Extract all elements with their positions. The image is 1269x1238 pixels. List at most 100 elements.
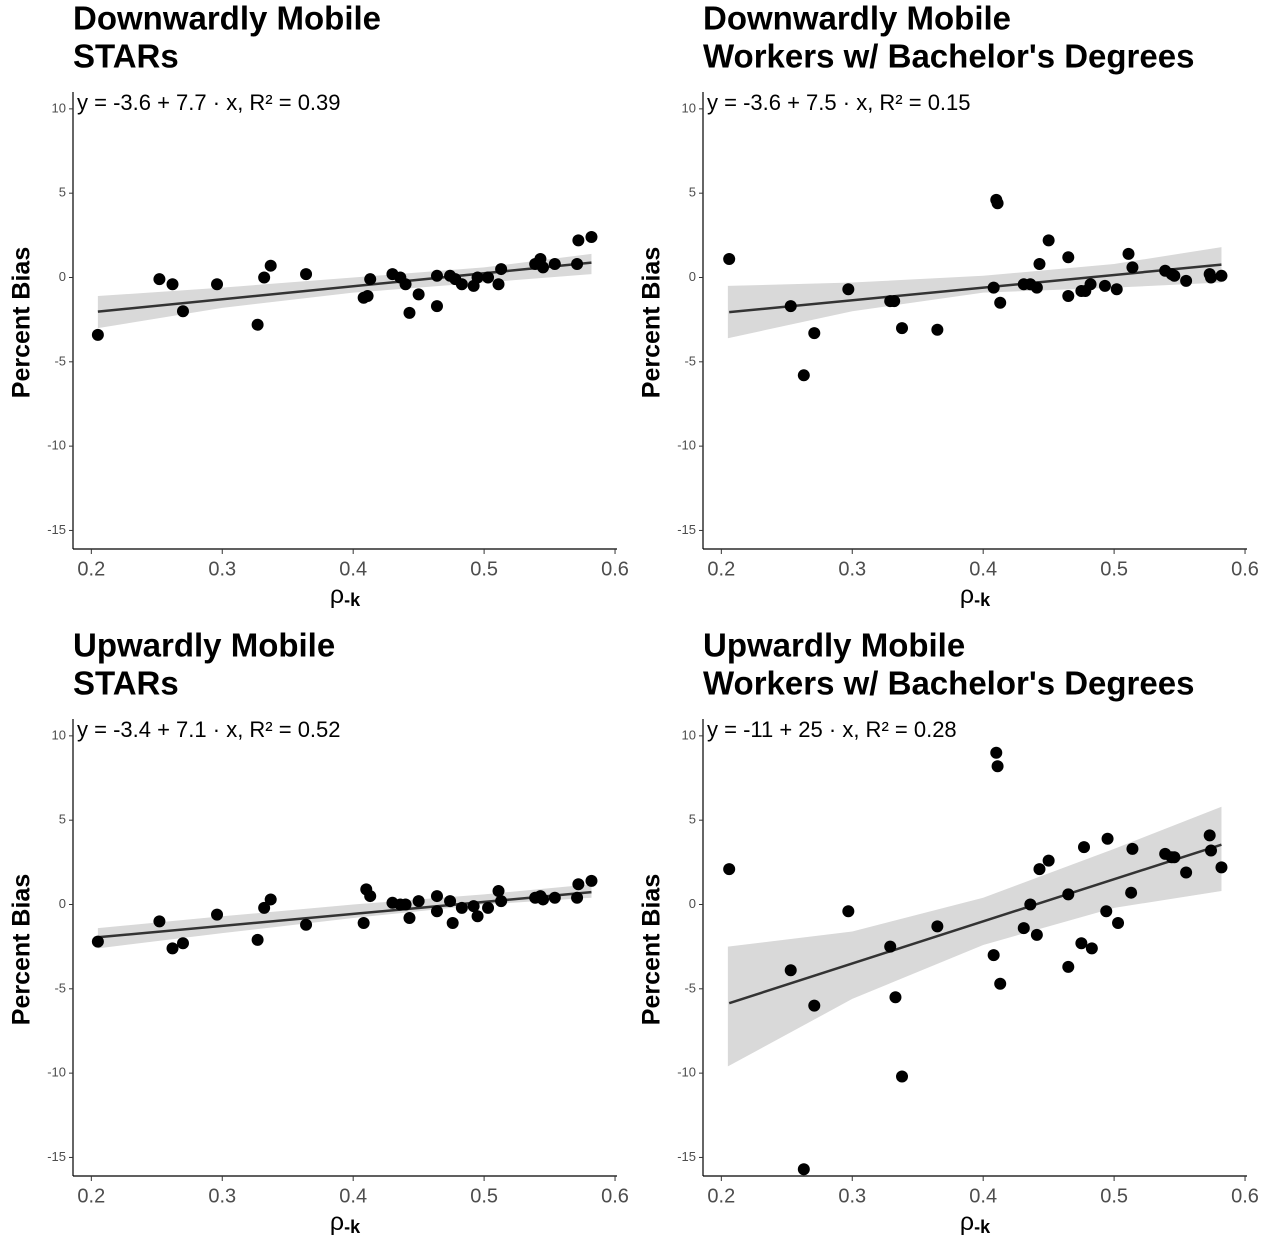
data-point [446,917,459,930]
x-axis-label-symbol: ρ [960,1208,974,1236]
data-point [990,746,1003,759]
data-point [1100,905,1113,918]
data-point [723,863,736,876]
confidence-band [727,247,1222,339]
x-tick-label: 0.6 [601,1185,629,1207]
data-point [723,252,736,265]
x-tick-label: 0.4 [969,1185,997,1207]
x-tick-label: 0.5 [470,1185,498,1207]
data-point [1168,269,1181,282]
y-tick-label: 10 [52,100,66,115]
data-point [931,323,944,336]
data-point [1042,234,1055,247]
data-point [987,949,1000,962]
data-point [1030,928,1043,941]
data-point [1101,832,1114,845]
y-tick-label: 0 [59,269,66,284]
data-point [153,915,166,928]
x-axis-label: ρ-k [960,1208,991,1237]
chart-title: STARs [73,665,179,702]
x-axis-label-subscript: -k [344,590,361,610]
x-tick-label: 0.5 [1100,1185,1128,1207]
confidence-band [97,253,592,329]
data-point [444,895,457,908]
y-tick-label: -15 [677,522,696,537]
data-point [808,327,821,340]
data-point [251,318,264,331]
x-axis-label-symbol: ρ [960,581,974,609]
data-point [1204,271,1217,284]
data-point [211,278,224,291]
data-point [1077,841,1090,854]
data-point [842,283,855,296]
data-point [1098,279,1111,292]
y-axis-label: Percent Bias [638,247,666,398]
data-point [571,258,584,271]
data-point [1075,937,1088,950]
x-axis-label-symbol: ρ [330,1208,344,1236]
chart-title: STARs [73,38,179,75]
data-point [403,306,416,319]
x-axis-label: ρ-k [330,1208,361,1237]
x-tick-label: 0.5 [470,558,498,580]
data-point [548,891,561,904]
data-point [455,901,468,914]
data-point [1126,261,1139,274]
y-tick-label: -15 [47,1149,66,1164]
x-axis-label-subscript: -k [974,1217,991,1237]
data-point [364,890,377,903]
data-point [211,908,224,921]
y-tick-label: 10 [682,100,696,115]
equation-annotation: y = -11 + 25 · x, R² = 0.28 [707,717,957,742]
data-point [994,296,1007,309]
data-point [492,885,505,898]
data-point [176,937,189,950]
data-point [251,933,264,946]
x-axis-label: ρ-k [330,581,361,610]
data-point [495,263,508,276]
data-point [1042,854,1055,867]
equation-annotation: y = -3.4 + 7.1 · x, R² = 0.52 [77,717,341,742]
regression-line [729,263,1222,314]
data-point [91,935,104,948]
data-point [1203,829,1216,842]
data-point [994,977,1007,990]
data-point [1122,247,1135,260]
data-point [1126,842,1139,855]
data-point [300,918,313,931]
x-axis-label-subscript: -k [344,1217,361,1237]
data-point [991,197,1004,210]
data-point [364,273,377,286]
data-point [1084,278,1097,291]
x-tick-label: 0.2 [77,558,105,580]
data-point [258,901,271,914]
data-point [987,281,1000,294]
data-point [1125,886,1138,899]
y-tick-label: 0 [59,896,66,911]
data-point [1033,863,1046,876]
data-point [166,278,179,291]
data-point [548,258,561,271]
data-point [797,1163,810,1176]
y-tick-label: 5 [689,812,696,827]
chart-title: Workers w/ Bachelor's Degrees [703,665,1194,702]
data-point [430,890,443,903]
x-tick-label: 0.3 [838,558,866,580]
y-tick-label: -10 [677,438,696,453]
x-tick-label: 0.3 [208,558,236,580]
data-point [585,874,598,887]
data-point [842,905,855,918]
y-tick-label: 10 [52,727,66,742]
y-tick-label: 5 [689,185,696,200]
x-axis-label-symbol: ρ [330,581,344,609]
x-tick-label: 0.6 [1231,1185,1259,1207]
y-tick-label: -10 [47,1065,66,1080]
regression-line [728,843,1222,1005]
y-tick-label: 0 [689,896,696,911]
x-tick-label: 0.5 [1100,558,1128,580]
data-point [1085,942,1098,955]
